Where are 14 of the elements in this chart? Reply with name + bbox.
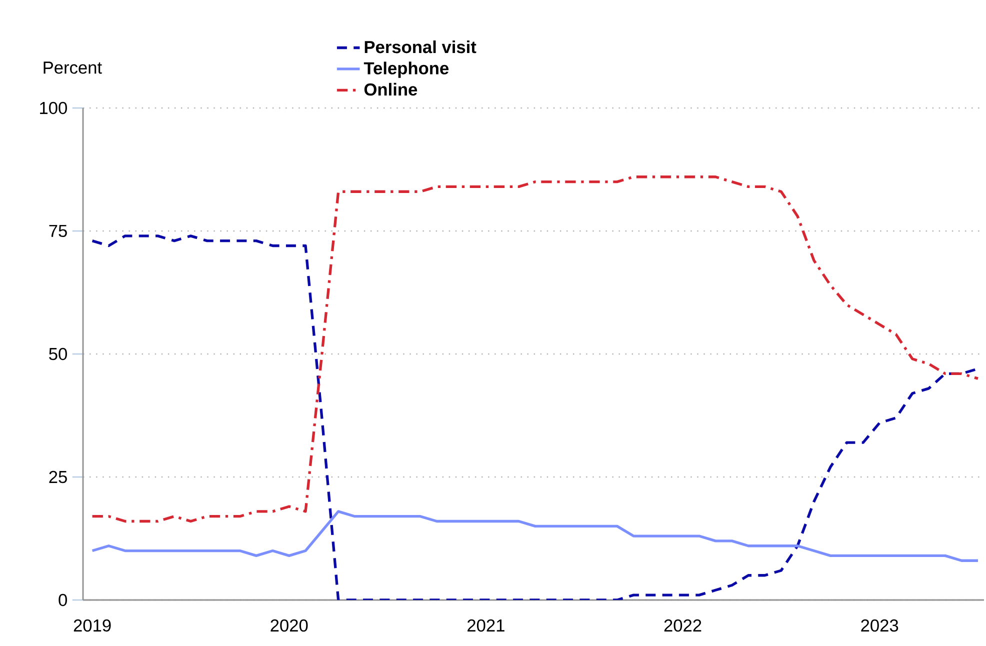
- x-tick-label: 2022: [664, 619, 702, 632]
- y-tick-label: 50: [49, 348, 67, 360]
- y-tick-label: 100: [40, 102, 67, 114]
- y-tick-label: 75: [49, 224, 67, 238]
- x-tick-label: 2021: [468, 619, 504, 632]
- legend-label: Telephone: [364, 62, 449, 78]
- legend-label: Personal visit: [364, 40, 476, 54]
- y-tick-label: 25: [49, 470, 67, 484]
- y-axis-title: Percent: [44, 62, 102, 74]
- y-tick-label: 0: [58, 594, 67, 606]
- x-tick-label: 2023: [861, 619, 898, 632]
- legend-label: Online: [364, 82, 418, 96]
- x-tick-label: 2019: [74, 619, 111, 632]
- x-tick-label: 2020: [270, 619, 308, 632]
